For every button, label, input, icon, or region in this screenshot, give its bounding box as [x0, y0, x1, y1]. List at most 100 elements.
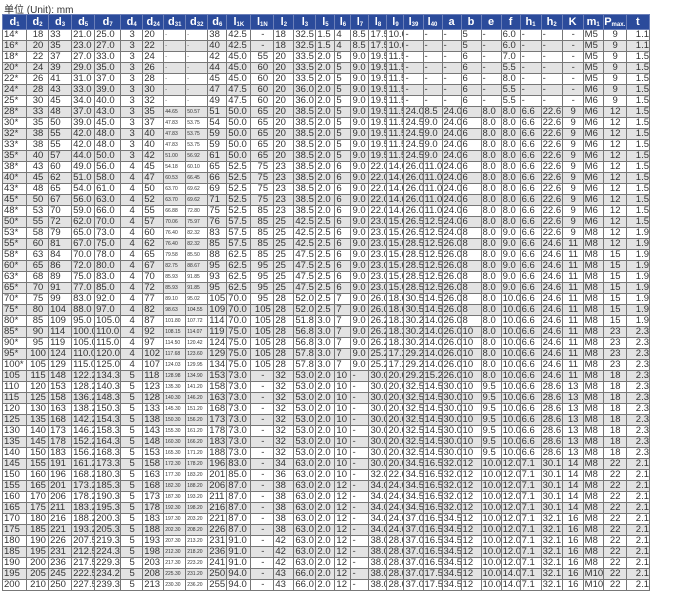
table-cell: 5	[460, 40, 482, 52]
table-cell: 8.0	[480, 117, 502, 129]
table-cell: 16.5	[422, 458, 443, 470]
column-header-symbol: d	[32, 16, 40, 28]
table-cell: 14.0	[500, 579, 521, 591]
table-cell: 168.2	[71, 469, 96, 481]
table-cell: 32	[273, 414, 295, 426]
table-cell: -	[561, 73, 584, 85]
table-cell: 11	[561, 293, 584, 305]
table-cell: 14.5	[422, 436, 443, 448]
table-cell: 10.0	[480, 568, 502, 580]
table-cell: 45.0	[226, 51, 252, 63]
table-cell: 114.50	[163, 337, 187, 349]
table-cell: 26.0	[441, 326, 462, 338]
table-cell: 73.0	[226, 370, 252, 382]
table-cell: 165	[1, 502, 28, 514]
table-cell: 8.0	[500, 106, 521, 118]
table-cell: 6.6	[519, 414, 542, 426]
table-cell: 19.5	[368, 62, 388, 74]
column-header: h1	[519, 14, 542, 30]
table-cell: 130	[1, 425, 28, 437]
table-cell: 16.5	[422, 502, 443, 514]
table-cell: 26.0	[441, 271, 462, 283]
table-cell: 77	[142, 293, 165, 305]
table-cell: 28.5	[403, 271, 424, 283]
table-cell: 24.6	[540, 348, 563, 360]
table-cell: 177.30	[163, 469, 187, 481]
column-header-subscript: 31	[174, 22, 182, 28]
table-cell: 148	[142, 436, 165, 448]
table-cell: 6	[334, 282, 352, 294]
table-cell: 5	[334, 84, 352, 96]
column-header-symbol: e	[487, 16, 495, 28]
table-cell: 9.0	[350, 282, 370, 294]
table-cell: 42	[273, 557, 295, 569]
table-cell: 14.5	[422, 392, 443, 404]
table-cell: 53.0	[293, 414, 317, 426]
column-header: a	[441, 14, 462, 30]
table-cell: 148.3	[94, 392, 122, 404]
table-cell: 66.0	[293, 579, 317, 591]
table-cell: 34.5	[441, 524, 462, 536]
table-cell: 22.6	[540, 150, 563, 162]
table-cell: 10.0	[500, 403, 521, 415]
table-cell: -	[250, 491, 275, 503]
table-cell: 2.0	[315, 502, 336, 514]
table-cell: 105	[250, 337, 275, 349]
table-row: 48* 53 70 59.0 66.0 4 55 66.88 72.80 75 52.5 85 23 38…	[1, 205, 651, 217]
table-cell: 61.0	[94, 183, 122, 195]
table-cell: 34.0	[368, 491, 388, 503]
table-cell: 24.6	[540, 315, 563, 327]
table-row: 24* 28 43 33.0 39.0 3 30- -47 47.5 60 20 36.0 2.0 5 9.…	[1, 84, 651, 96]
table-cell: 45	[48, 95, 73, 107]
table-cell: 9.0	[350, 271, 370, 283]
table-cell: 151.20	[185, 403, 209, 415]
table-cell: 34.5	[441, 557, 462, 569]
column-header-subscript: 2	[39, 22, 43, 28]
table-cell: 8.0	[480, 359, 502, 371]
table-cell: 31.0	[71, 73, 96, 85]
table-cell: 24.6	[540, 238, 563, 250]
table-cell: 24.0	[386, 524, 405, 536]
table-cell: 5.5	[500, 95, 521, 107]
table-cell: 148	[48, 370, 73, 382]
table-cell: 42	[273, 535, 295, 547]
table-cell: 73.0	[226, 414, 252, 426]
table-cell: 183	[207, 436, 228, 448]
column-header: d3	[48, 14, 73, 30]
table-cell: 8.0	[500, 150, 521, 162]
table-cell: 4	[120, 315, 144, 327]
table-cell: 55	[142, 205, 165, 217]
table-cell: 9	[602, 73, 627, 85]
table-cell: 12	[334, 524, 352, 536]
table-cell: 7.1	[519, 546, 542, 558]
table-cell: 150.30	[163, 414, 187, 426]
table-cell: 38.0	[368, 557, 388, 569]
table-cell: 52.5	[226, 194, 252, 206]
table-cell: 57.5	[226, 216, 252, 228]
table-cell: 30.0	[368, 425, 388, 437]
table-cell: 25.2	[368, 348, 388, 360]
column-header: d2	[26, 14, 50, 30]
table-cell: 9.0	[350, 150, 370, 162]
table-cell: 5	[120, 557, 144, 569]
table-cell: 59	[207, 139, 228, 151]
table-cell: 91	[48, 282, 73, 294]
table-cell: -	[519, 51, 542, 63]
table-cell: 85.93	[163, 282, 187, 294]
table-cell: 130	[26, 403, 50, 415]
table-cell: M8	[582, 447, 604, 459]
table-cell: 42.5	[293, 227, 317, 239]
table-cell: 1.9	[625, 315, 651, 327]
table-cell: 163	[142, 469, 165, 481]
table-cell: 153	[142, 447, 165, 459]
table-cell: 38.5	[293, 161, 317, 173]
table-cell: -	[250, 458, 275, 470]
table-cell: 145.30	[163, 403, 187, 415]
table-cell: 28.5	[403, 282, 424, 294]
table-cell: 85	[207, 238, 228, 250]
table-cell: 2.0	[315, 139, 336, 151]
table-cell: -	[185, 40, 209, 52]
table-cell: 24.6	[540, 271, 563, 283]
table-row: 190 200 236 217.5 229.3 5 203 217.30 223.20 241 91…	[1, 557, 651, 569]
table-cell: 122.2	[71, 370, 96, 382]
